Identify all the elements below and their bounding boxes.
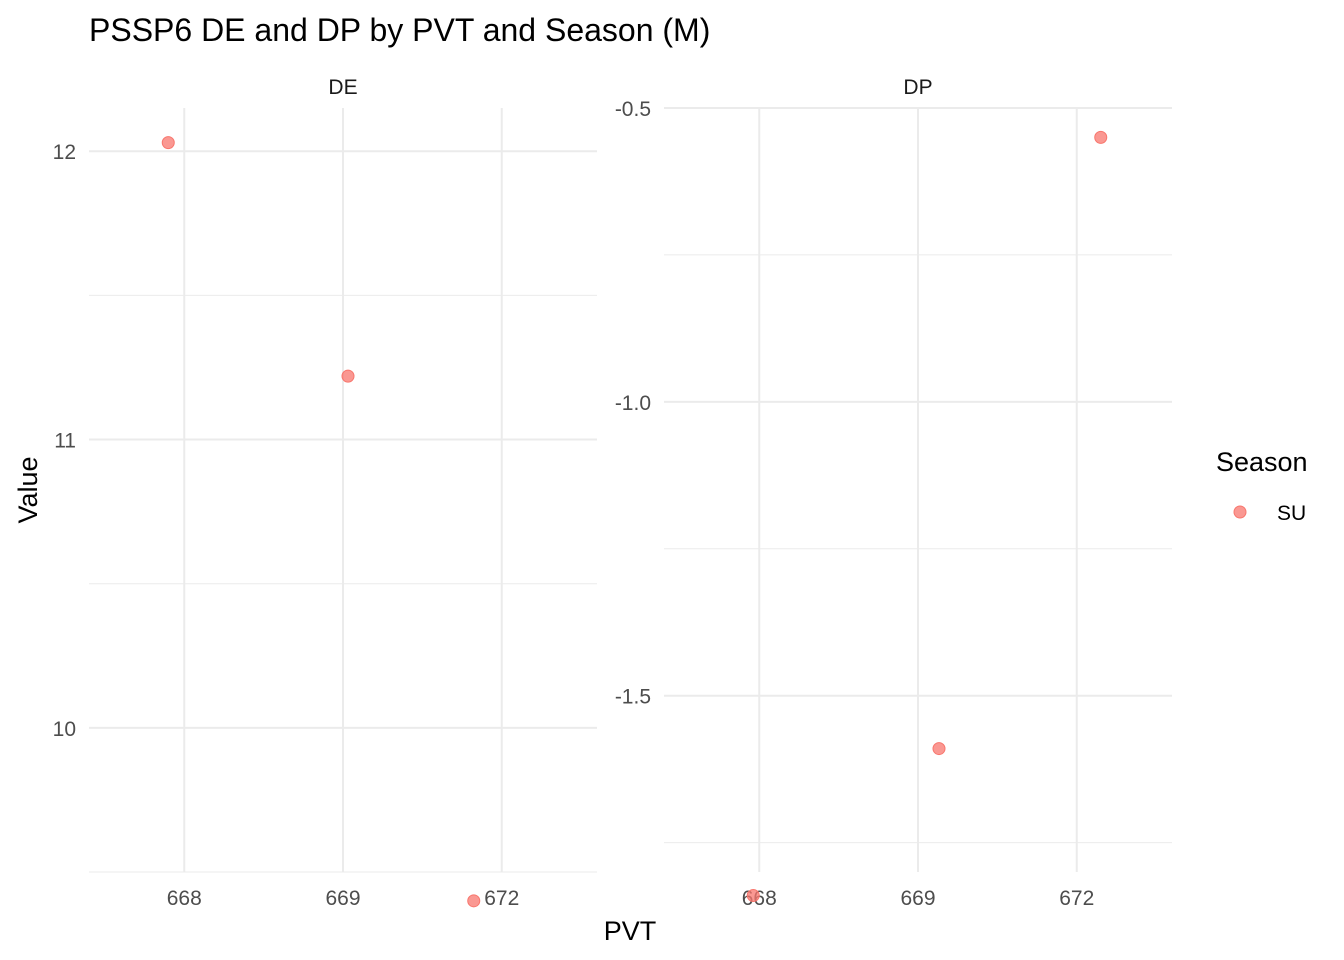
y-tick-label-de-2: 12 — [53, 141, 76, 164]
y-axis-title: Value — [13, 456, 43, 523]
legend-label-su: SU — [1277, 502, 1306, 525]
data-point-de-0 — [161, 136, 175, 150]
facet-y-ticks-de: 10 11 12 — [53, 141, 76, 741]
chart-title: PSSP6 DE and DP by PVT and Season (M) — [89, 12, 710, 48]
facet-x-ticks-dp: 668 669 672 — [742, 887, 1095, 910]
facet-x-ticks-de: 668 669 672 — [167, 887, 520, 910]
facet-points-dp — [746, 130, 1108, 903]
facet-panel-dp: DP -0.5 -1.0 -1.5 668 669 672 — [615, 76, 1172, 910]
data-point-de-1 — [341, 369, 355, 383]
y-tick-label-dp-0: -0.5 — [615, 98, 651, 121]
legend-title: Season — [1216, 447, 1308, 477]
facet-panel-de: DE 10 11 12 668 669 672 — [53, 76, 597, 910]
x-axis-title: PVT — [604, 916, 657, 946]
y-tick-label-de-0: 10 — [53, 718, 76, 741]
legend: Season SU — [1216, 447, 1308, 525]
y-tick-label-dp-2: -1.5 — [615, 686, 651, 709]
x-tick-label-dp-1: 669 — [900, 887, 935, 910]
x-tick-label-dp-0: 668 — [742, 887, 777, 910]
x-tick-label-de-2: 672 — [484, 887, 519, 910]
facet-strip-label-de: DE — [328, 76, 357, 99]
data-point-de-2 — [467, 894, 481, 908]
y-tick-label-de-1: 11 — [54, 430, 76, 453]
data-point-dp-2 — [1094, 130, 1108, 144]
facet-strip-label-dp: DP — [903, 76, 932, 99]
facet-grid-dp — [664, 107, 1172, 872]
data-point-dp-0 — [746, 889, 760, 903]
data-point-dp-1 — [932, 742, 946, 756]
facet-points-de — [161, 136, 481, 908]
x-tick-label-dp-2: 672 — [1059, 887, 1094, 910]
x-tick-label-de-0: 668 — [167, 887, 202, 910]
x-tick-label-de-1: 669 — [325, 887, 360, 910]
y-tick-label-dp-1: -1.0 — [615, 392, 651, 415]
facet-y-ticks-dp: -0.5 -1.0 -1.5 — [615, 98, 651, 709]
facet-grid-de — [89, 108, 597, 873]
legend-key-su — [1233, 505, 1247, 519]
